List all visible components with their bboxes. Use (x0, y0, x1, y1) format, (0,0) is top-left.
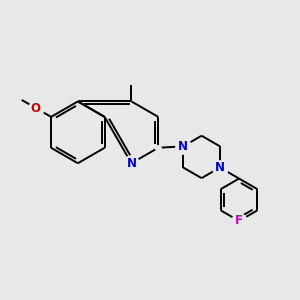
Text: N: N (126, 157, 136, 170)
Text: N: N (178, 140, 188, 153)
Text: O: O (31, 101, 41, 115)
Text: N: N (215, 161, 225, 174)
Text: F: F (235, 214, 243, 227)
